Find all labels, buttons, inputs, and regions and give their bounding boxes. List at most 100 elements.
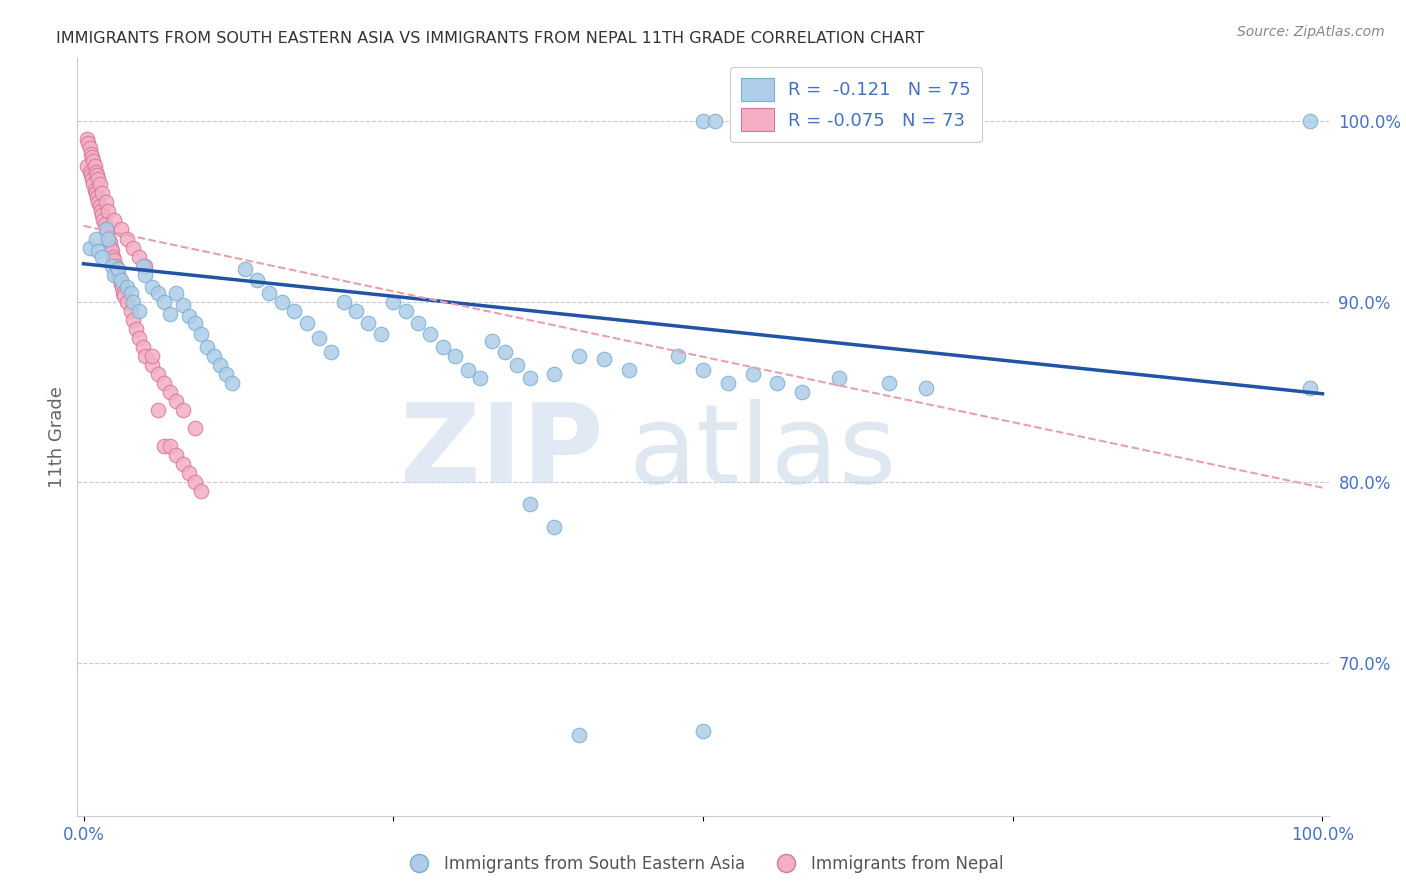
Point <box>177 309 200 323</box>
Point <box>120 285 142 300</box>
Point <box>153 294 176 309</box>
Text: Source: ZipAtlas.com: Source: ZipAtlas.com <box>1237 25 1385 39</box>
Point <box>666 349 689 363</box>
Point <box>704 114 727 128</box>
Y-axis label: 11th Grade: 11th Grade <box>48 386 66 488</box>
Point <box>97 204 120 219</box>
Point <box>172 298 194 312</box>
Point <box>86 169 108 183</box>
Point <box>141 358 163 372</box>
Point <box>112 285 135 300</box>
Point <box>134 349 156 363</box>
Point <box>1299 381 1322 395</box>
Point <box>108 271 131 285</box>
Point <box>215 367 238 381</box>
Point <box>89 199 111 213</box>
Point <box>84 164 107 178</box>
Text: IMMIGRANTS FROM SOUTH EASTERN ASIA VS IMMIGRANTS FROM NEPAL 11TH GRADE CORRELATI: IMMIGRANTS FROM SOUTH EASTERN ASIA VS IM… <box>56 31 925 46</box>
Point <box>202 349 225 363</box>
Point <box>79 240 101 254</box>
Point <box>101 259 124 273</box>
Point <box>84 231 107 245</box>
Point <box>110 277 132 291</box>
Point <box>104 259 127 273</box>
Point <box>197 340 219 354</box>
Text: ZIP: ZIP <box>399 399 603 506</box>
Point <box>295 316 318 330</box>
Point <box>543 520 565 534</box>
Point <box>82 153 104 168</box>
Point <box>259 285 281 300</box>
Point <box>94 195 117 210</box>
Point <box>593 352 616 367</box>
Point <box>184 316 207 330</box>
Point <box>94 222 117 236</box>
Point <box>308 331 330 345</box>
Point <box>122 294 145 309</box>
Point <box>568 349 591 363</box>
Point <box>153 376 176 390</box>
Point <box>132 259 155 273</box>
Point <box>519 370 541 384</box>
Point <box>692 363 714 377</box>
Point <box>141 280 163 294</box>
Point <box>103 268 125 282</box>
Point <box>107 268 129 282</box>
Point <box>790 384 813 399</box>
Point <box>87 172 110 186</box>
Point <box>105 262 128 277</box>
Point <box>115 294 138 309</box>
Point <box>432 340 454 354</box>
Point <box>91 208 114 222</box>
Point <box>159 439 181 453</box>
Point <box>457 363 479 377</box>
Point <box>283 303 305 318</box>
Point <box>208 358 231 372</box>
Point <box>184 421 207 435</box>
Point <box>93 217 115 231</box>
Point <box>406 316 429 330</box>
Point <box>233 262 256 277</box>
Point <box>395 303 418 318</box>
Point <box>111 280 134 294</box>
Point <box>141 349 163 363</box>
Point <box>146 367 169 381</box>
Point <box>76 132 98 146</box>
Point <box>103 253 125 268</box>
Point <box>97 231 120 245</box>
Point <box>122 312 145 326</box>
Point <box>134 259 156 273</box>
Point <box>321 345 343 359</box>
Point <box>159 384 181 399</box>
Point <box>128 331 150 345</box>
Point <box>444 349 467 363</box>
Point <box>159 307 181 321</box>
Point <box>89 178 111 192</box>
Point <box>110 273 132 287</box>
Point <box>828 370 851 384</box>
Point <box>77 136 100 150</box>
Point <box>568 728 591 742</box>
Text: atlas: atlas <box>628 399 897 506</box>
Point <box>1299 114 1322 128</box>
Point <box>91 186 114 201</box>
Point <box>221 376 243 390</box>
Point <box>120 303 142 318</box>
Point <box>79 141 101 155</box>
Point <box>692 114 714 128</box>
Legend: Immigrants from South Eastern Asia, Immigrants from Nepal: Immigrants from South Eastern Asia, Immi… <box>395 848 1011 880</box>
Point <box>172 457 194 471</box>
Point <box>98 235 121 249</box>
Point <box>132 340 155 354</box>
Point <box>82 150 104 164</box>
Point <box>128 250 150 264</box>
Point <box>468 370 491 384</box>
Point <box>82 178 104 192</box>
Point <box>83 183 105 197</box>
Point <box>717 376 740 390</box>
Point <box>146 403 169 417</box>
Point <box>766 376 789 390</box>
Point <box>543 367 565 381</box>
Point <box>741 367 763 381</box>
Point <box>134 268 156 282</box>
